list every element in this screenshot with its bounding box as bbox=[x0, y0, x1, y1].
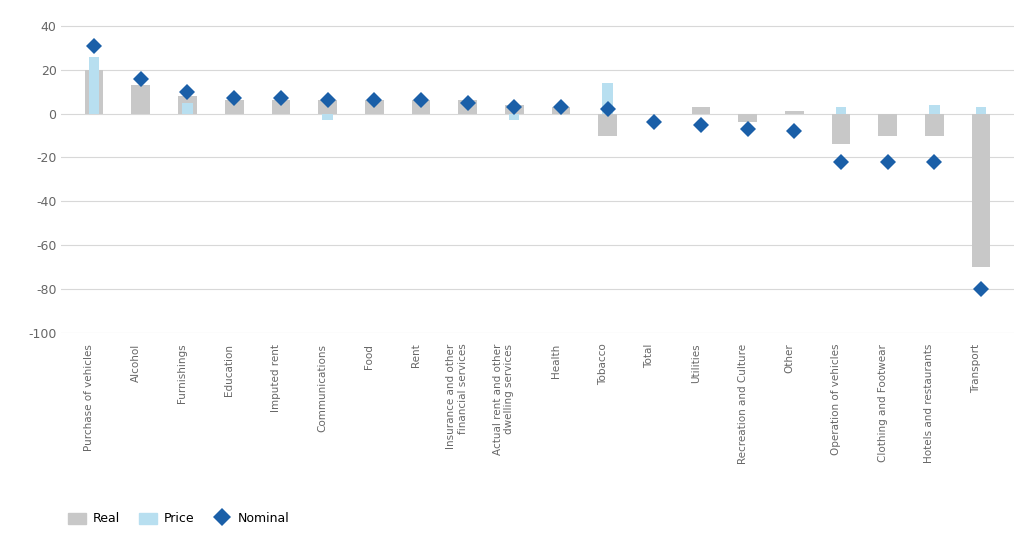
Bar bbox=[412, 100, 430, 114]
Bar bbox=[131, 85, 151, 114]
Text: Recreation and Culture: Recreation and Culture bbox=[737, 344, 748, 464]
Bar bbox=[976, 107, 986, 114]
Bar bbox=[459, 100, 477, 114]
Bar bbox=[925, 114, 944, 135]
Bar bbox=[602, 83, 612, 114]
Bar bbox=[318, 100, 337, 114]
Bar bbox=[598, 114, 617, 135]
Text: Rent: Rent bbox=[411, 344, 421, 367]
Bar bbox=[182, 103, 193, 114]
Legend: Real, Price, Nominal: Real, Price, Nominal bbox=[68, 512, 290, 525]
Bar bbox=[323, 114, 333, 120]
Bar bbox=[505, 105, 523, 114]
Bar bbox=[552, 107, 570, 114]
Text: Total: Total bbox=[644, 344, 654, 368]
Bar bbox=[836, 107, 846, 114]
Text: Operation of vehicles: Operation of vehicles bbox=[831, 344, 841, 455]
Bar bbox=[972, 114, 990, 267]
Bar bbox=[509, 114, 519, 120]
Text: Transport: Transport bbox=[971, 344, 981, 393]
Text: Tobacco: Tobacco bbox=[598, 344, 607, 386]
Text: Food: Food bbox=[365, 344, 374, 368]
Text: Communications: Communications bbox=[317, 344, 328, 432]
Bar bbox=[879, 114, 897, 135]
Bar bbox=[691, 107, 711, 114]
Text: Insurance and other
financial services: Insurance and other financial services bbox=[446, 344, 468, 449]
Text: Actual rent and other
dwelling services: Actual rent and other dwelling services bbox=[493, 344, 514, 455]
Bar bbox=[929, 105, 940, 114]
Text: Clothing and Footwear: Clothing and Footwear bbox=[878, 344, 888, 462]
Text: Other: Other bbox=[784, 344, 795, 373]
Text: Hotels and restaurants: Hotels and restaurants bbox=[925, 344, 935, 463]
Bar bbox=[738, 114, 757, 122]
Bar bbox=[89, 56, 99, 114]
Bar bbox=[178, 96, 197, 114]
Text: Furnishings: Furnishings bbox=[177, 344, 187, 403]
Bar bbox=[365, 100, 384, 114]
Text: Health: Health bbox=[551, 344, 561, 378]
Text: Purchase of vehicles: Purchase of vehicles bbox=[84, 344, 94, 451]
Text: Utilities: Utilities bbox=[691, 344, 701, 383]
Bar bbox=[785, 111, 804, 114]
Text: Alcohol: Alcohol bbox=[131, 344, 141, 382]
Bar bbox=[831, 114, 850, 144]
Bar bbox=[271, 100, 290, 114]
Bar bbox=[85, 70, 103, 114]
Bar bbox=[225, 100, 244, 114]
Text: Imputed rent: Imputed rent bbox=[270, 344, 281, 412]
Text: Education: Education bbox=[224, 344, 234, 396]
